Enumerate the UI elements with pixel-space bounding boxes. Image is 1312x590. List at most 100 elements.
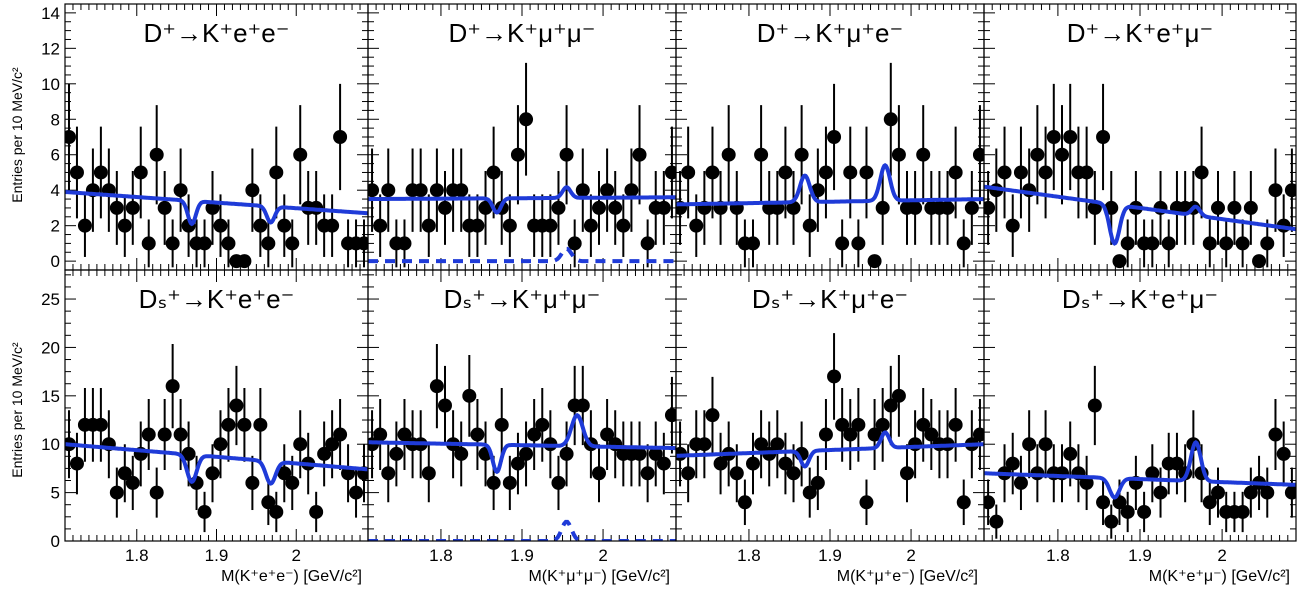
- data-point: [269, 504, 284, 519]
- data-point: [681, 165, 696, 180]
- data-point: [1194, 165, 1209, 180]
- y-tick-label: 5: [51, 484, 60, 503]
- data-point: [827, 130, 842, 144]
- data-point: [125, 475, 140, 490]
- y-axis-label-top: Entries per 10 MeV/c²: [9, 67, 25, 203]
- x-tick-label: 2: [292, 546, 301, 565]
- data-point: [368, 183, 380, 198]
- data-point: [197, 236, 212, 251]
- data-point: [69, 456, 84, 471]
- panel-title: D⁺→K⁺μ⁺μ⁻: [449, 18, 596, 48]
- data-point: [125, 200, 140, 215]
- data-point: [867, 427, 882, 442]
- data-point: [397, 427, 412, 442]
- data-point: [1243, 485, 1258, 500]
- panel-1-1: 1.8 1.9 2 Dₛ⁺→K⁺μ⁺μ⁻ M(K⁺μ⁺μ⁻) [GeV/c²]: [367, 269, 677, 585]
- data-point: [454, 183, 469, 198]
- data-point: [535, 417, 550, 432]
- y-tick-label: 20: [41, 338, 60, 357]
- data-point: [133, 165, 148, 180]
- data-point: [261, 495, 276, 510]
- data-point: [746, 456, 760, 471]
- y-axis-label-bottom: Entries per 10 MeV/c²: [9, 342, 25, 478]
- x-axis-label: M(K⁺e⁺e⁻) [GeV/c²]: [221, 568, 362, 585]
- signal-curve: [368, 246, 676, 264]
- data-point: [1112, 254, 1127, 269]
- data-point: [149, 485, 164, 500]
- data-point: [632, 446, 647, 461]
- data-point: [486, 165, 501, 180]
- data-point: [867, 254, 882, 269]
- data-point: [109, 485, 124, 500]
- data-point: [293, 147, 308, 162]
- data-point: [575, 183, 590, 198]
- data-point: [165, 236, 180, 251]
- data-point: [924, 427, 939, 442]
- data-point: [173, 183, 188, 198]
- data-point: [1079, 165, 1094, 180]
- data-point: [851, 417, 866, 432]
- data-point: [317, 446, 332, 461]
- data-point: [972, 427, 984, 442]
- data-point: [956, 236, 971, 251]
- data-point: [916, 417, 931, 432]
- data-point: [1260, 236, 1275, 251]
- data-point: [438, 398, 452, 413]
- data-point: [77, 218, 92, 233]
- data-point: [253, 417, 268, 432]
- data-point: [1096, 130, 1111, 144]
- data-point: [462, 388, 477, 403]
- data-point: [656, 456, 671, 471]
- y-tick-label: 8: [51, 110, 60, 129]
- x-tick-label: 1.9: [205, 546, 229, 565]
- data-point: [786, 200, 801, 215]
- panel-1-2: 1.8 1.9 2 Dₛ⁺→K⁺μ⁺e⁻ M(K⁺μ⁺e⁻) [GeV/c²]: [675, 269, 985, 585]
- data-point: [486, 475, 501, 490]
- data-point: [713, 456, 728, 471]
- data-point: [1079, 475, 1094, 490]
- data-point: [843, 427, 858, 442]
- data-point: [478, 200, 493, 215]
- x-tick-label: 2: [1217, 546, 1226, 565]
- panel-1-0: 0 5 10 15 20 25 1.8 1.9 2 Dₛ⁺→K⁺e⁺e⁻ M(K⁺e⁺e⁻) [Ge…: [41, 269, 369, 585]
- data-point: [900, 466, 914, 481]
- data-point: [778, 456, 793, 471]
- data-point: [357, 236, 368, 251]
- data-point: [470, 218, 485, 233]
- data-point: [705, 408, 720, 423]
- data-point: [381, 466, 396, 481]
- panel-0-2: D⁺→K⁺μ⁺e⁻: [675, 3, 985, 271]
- data-point: [117, 218, 132, 233]
- data-point: [1202, 236, 1217, 251]
- data-point: [421, 218, 436, 233]
- panel-title: Dₛ⁺→K⁺e⁺μ⁻: [1062, 284, 1218, 314]
- data-point: [843, 165, 858, 180]
- data-point: [429, 183, 444, 198]
- fit-curve: [368, 185, 676, 215]
- data-point: [1145, 236, 1160, 251]
- data-point: [575, 398, 590, 413]
- data-point: [438, 200, 452, 215]
- data-point: [1235, 236, 1250, 251]
- data-point: [1202, 495, 1217, 510]
- data-point: [373, 218, 388, 233]
- data-point: [141, 236, 156, 251]
- data-point: [835, 417, 850, 432]
- data-point: [1235, 504, 1250, 519]
- data-point: [600, 427, 615, 442]
- data-point: [349, 485, 364, 500]
- x-tick-label: 2: [906, 546, 915, 565]
- data-point: [454, 446, 469, 461]
- y-tick-label: 10: [41, 75, 60, 94]
- data-point: [1243, 200, 1258, 215]
- data-point: [1268, 427, 1283, 442]
- panel-title: D⁺→K⁺e⁺μ⁻: [1067, 18, 1213, 48]
- data-point: [1219, 236, 1234, 251]
- x-tick-label: 1.9: [510, 546, 534, 565]
- data-point: [592, 200, 606, 215]
- data-point: [237, 254, 252, 269]
- y-tick-label: 15: [41, 387, 60, 406]
- data-point: [527, 427, 542, 442]
- y-tick-label: 2: [51, 217, 60, 236]
- data-point: [721, 147, 736, 162]
